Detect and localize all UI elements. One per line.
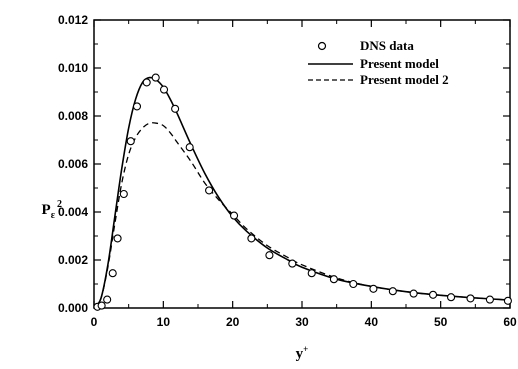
x-tick-label: 60 [503, 315, 517, 329]
x-tick-label: 20 [226, 315, 240, 329]
legend: DNS data Present model Present model 2 [308, 38, 449, 87]
series-lines [93, 76, 511, 309]
data-point-dns [132, 102, 142, 111]
legend-label-present-model-2: Present model 2 [360, 72, 449, 87]
data-point-dns [247, 234, 256, 243]
data-point-dns [119, 189, 128, 199]
series-line-present-model-2 [93, 122, 511, 309]
data-point-dns [97, 301, 106, 310]
y-tick-label: 0.006 [58, 157, 88, 171]
data-point-dns [230, 211, 239, 220]
data-point-dns [349, 279, 358, 289]
y-tick-label: 0.010 [58, 61, 88, 75]
data-point-dns [485, 295, 494, 304]
plot-area [93, 19, 512, 311]
data-point-dns [159, 85, 169, 94]
data-point-dns [126, 137, 135, 146]
x-tick-label: 0 [91, 315, 98, 329]
data-point-dns [307, 269, 316, 278]
x-tick-label: 10 [157, 315, 171, 329]
y-tick-label: 0.004 [58, 205, 88, 219]
data-point-dns [288, 259, 297, 268]
data-point-dns [503, 296, 512, 305]
series-points [93, 73, 512, 311]
data-point-dns [151, 73, 160, 82]
data-point-dns [103, 295, 112, 304]
data-point-dns [171, 104, 180, 113]
x-tick-label: 30 [295, 315, 309, 329]
x-tick-label: 50 [434, 315, 448, 329]
tick-labels: 0 10 20 30 40 50 60 0.000 0.002 0.004 0.006 0.008 0.… [58, 13, 517, 329]
data-point-dns [265, 251, 274, 260]
axis-ticks [93, 19, 511, 309]
series-line-present-model [93, 76, 511, 309]
data-point-dns [142, 78, 151, 87]
y-tick-label: 0.002 [58, 253, 88, 267]
data-point-dns [466, 294, 475, 303]
y-axis-label-superscript: 2 [57, 199, 62, 210]
legend-label-present-model: Present model [360, 56, 439, 71]
data-point-dns [388, 287, 397, 296]
x-axis-label-superscript: + [303, 344, 308, 354]
data-point-dns [108, 269, 117, 278]
y-axis-label-subscript: ε [51, 210, 56, 221]
x-tick-label: 40 [365, 315, 379, 329]
data-point-dns [205, 186, 214, 195]
y-tick-label: 0.000 [58, 301, 88, 315]
legend-marker-dns [317, 41, 327, 51]
x-axis-label: y+ [296, 344, 309, 362]
data-point-dns [409, 289, 418, 298]
y-tick-label: 0.012 [58, 13, 88, 27]
data-point-dns [185, 143, 194, 152]
data-point-dns [329, 275, 338, 284]
y-tick-label: 0.008 [58, 109, 88, 123]
y-axis-label: Pε2 [42, 199, 62, 221]
data-point-dns [113, 234, 122, 243]
data-point-dns [447, 293, 456, 302]
legend-label-dns: DNS data [360, 38, 414, 53]
data-point-dns [369, 284, 378, 293]
data-point-dns [428, 290, 438, 299]
